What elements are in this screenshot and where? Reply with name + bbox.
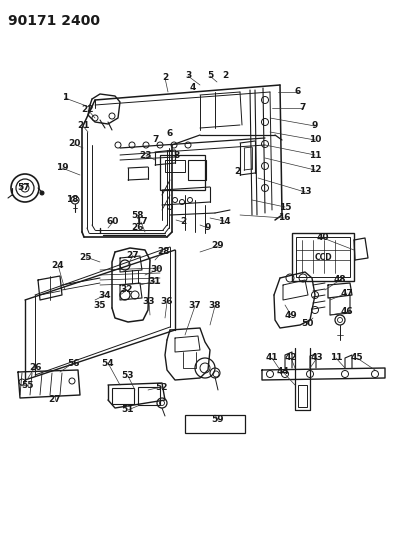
Text: 3: 3 [185,71,191,80]
Text: 8: 8 [174,150,180,159]
Text: 34: 34 [99,290,111,300]
Bar [292,233,354,281]
Text: 38: 38 [209,302,221,311]
Text: 37: 37 [189,302,201,311]
Text: 20: 20 [68,140,80,149]
Text: 50: 50 [301,319,313,327]
Text: 11: 11 [309,150,321,159]
Text: 13: 13 [299,188,311,197]
Text: 49: 49 [285,311,297,319]
Text: 15: 15 [279,203,291,212]
Text: 12: 12 [309,166,321,174]
Text: 4: 4 [190,84,196,93]
Text: 51: 51 [122,406,134,415]
Text: 25: 25 [80,253,92,262]
Bar [138,387,160,405]
Text: 52: 52 [155,383,167,392]
Text: 26: 26 [132,223,144,232]
Text: 19: 19 [56,164,68,173]
Text: 32: 32 [121,286,133,295]
Text: 6: 6 [167,128,173,138]
Text: 31: 31 [149,277,161,286]
Bar [165,160,185,172]
Text: 33: 33 [143,297,155,306]
Text: 23: 23 [140,150,152,159]
Text: 7: 7 [153,135,159,144]
Text: 18: 18 [66,196,78,205]
Text: 2: 2 [180,217,186,227]
Text: 24: 24 [52,261,64,270]
Text: 44: 44 [276,367,290,376]
Text: 22: 22 [82,106,94,115]
Text: 30: 30 [151,265,163,274]
Text: 40: 40 [317,233,329,243]
Text: 2: 2 [222,71,228,80]
Text: 9: 9 [205,223,211,232]
Text: 10: 10 [309,135,321,144]
Text: 60: 60 [107,217,119,227]
Bar [298,385,307,407]
Text: 54: 54 [102,359,114,367]
Text: 2: 2 [162,74,168,83]
Text: 35: 35 [94,301,106,310]
Text: 45: 45 [351,353,363,362]
Text: 36: 36 [161,297,173,306]
Bar [185,415,245,433]
Text: 58: 58 [132,211,144,220]
Text: 11: 11 [330,353,342,362]
Text: 6: 6 [295,87,301,96]
Text: CCD: CCD [314,254,332,262]
Text: 43: 43 [311,353,324,362]
Text: 27: 27 [127,251,139,260]
Text: 47: 47 [340,288,354,297]
Text: 29: 29 [212,241,224,251]
Text: 5: 5 [207,71,213,80]
Bar [188,160,206,180]
Text: 21: 21 [77,122,89,131]
Text: 90171 2400: 90171 2400 [8,14,100,28]
Text: 16: 16 [278,214,290,222]
Text: 9: 9 [312,122,318,131]
Text: 48: 48 [334,276,346,285]
Text: 46: 46 [340,308,353,317]
Text: 55: 55 [22,381,34,390]
Text: 53: 53 [122,372,134,381]
Bar [160,155,205,190]
Text: 17: 17 [135,217,147,227]
Text: 26: 26 [29,362,41,372]
Bar [296,237,350,277]
Text: 41: 41 [266,353,278,362]
Text: 28: 28 [157,246,169,255]
Text: 59: 59 [212,416,224,424]
Text: 7: 7 [300,103,306,112]
Circle shape [40,191,44,195]
Bar [112,388,134,404]
Text: 57: 57 [18,183,30,192]
Text: 14: 14 [218,216,230,225]
Text: 2: 2 [234,167,240,176]
Text: 27: 27 [49,395,61,405]
Text: 56: 56 [67,359,79,367]
Text: 1: 1 [62,93,68,102]
Text: 42: 42 [285,353,297,362]
